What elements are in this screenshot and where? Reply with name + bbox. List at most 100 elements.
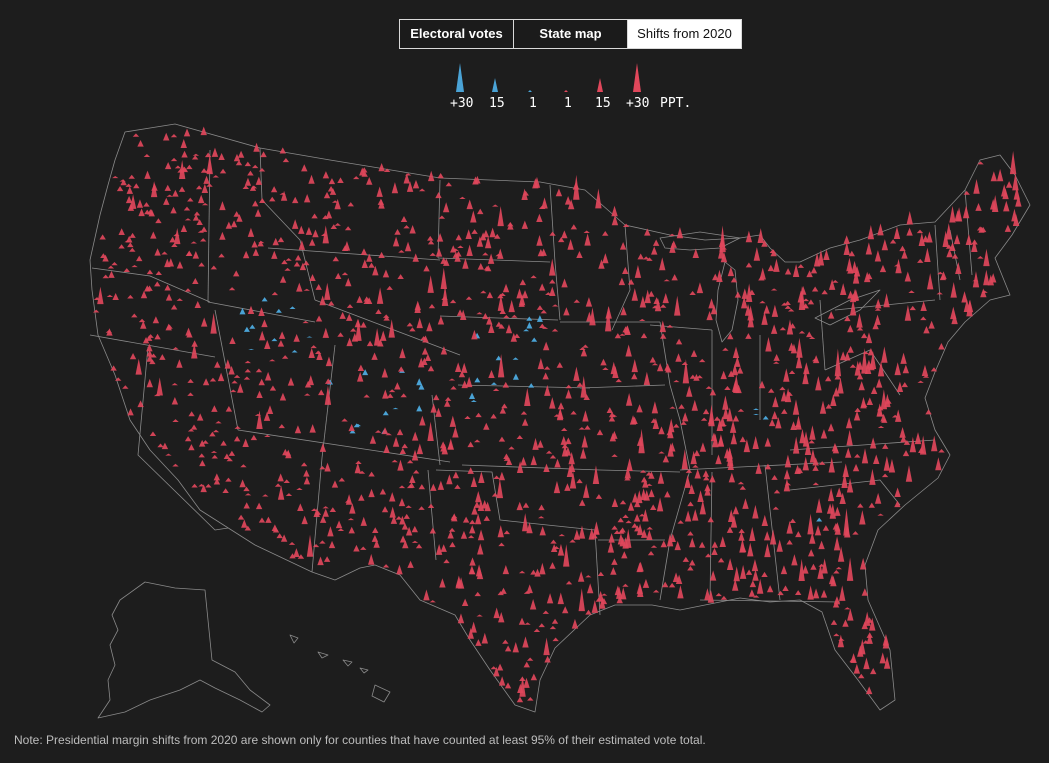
rep-shift-spike (585, 297, 593, 307)
rep-shift-spike (846, 429, 853, 446)
dem-shift-spike (306, 336, 313, 338)
rep-shift-spike (93, 297, 101, 301)
rep-shift-spike (252, 248, 260, 256)
rep-shift-spike (781, 408, 788, 414)
rep-shift-spike (845, 447, 852, 458)
tab-electoral-votes[interactable]: Electoral votes (399, 19, 514, 49)
rep-shift-spike (636, 523, 644, 536)
rep-shift-spike (386, 285, 393, 290)
rep-shift-spike (865, 332, 873, 344)
rep-shift-spike (773, 353, 780, 361)
rep-shift-spike (556, 362, 563, 368)
rep-shift-spike (478, 471, 485, 483)
rep-shift-spike (449, 415, 457, 427)
tab-shifts-from-2020[interactable]: Shifts from 2020 (628, 19, 742, 49)
rep-shift-spike (508, 446, 515, 450)
rep-shift-spike (335, 520, 343, 529)
rep-shift-spike (257, 240, 264, 247)
rep-shift-spike (283, 479, 290, 484)
rep-shift-spike (906, 211, 913, 225)
rep-shift-spike (830, 394, 837, 407)
rep-shift-spike (171, 383, 178, 386)
rep-shift-spike (467, 467, 474, 474)
rep-shift-spike (979, 226, 987, 233)
rep-shift-spike (447, 438, 454, 450)
rep-shift-spike (493, 475, 500, 480)
rep-shift-spike (849, 657, 856, 663)
rep-shift-spike (747, 542, 754, 557)
rep-shift-spike (617, 533, 625, 545)
rep-shift-spike (745, 262, 753, 268)
rep-shift-spike (736, 366, 744, 374)
rep-shift-spike (304, 393, 311, 396)
rep-shift-spike (191, 340, 198, 347)
rep-shift-spike (811, 286, 819, 292)
rep-shift-spike (235, 160, 243, 166)
rep-shift-spike (926, 231, 933, 243)
rep-shift-spike (796, 467, 804, 474)
dem-shift-spike (239, 307, 246, 315)
tab-state-map[interactable]: State map (514, 19, 628, 49)
rep-shift-spike (242, 185, 249, 189)
legend-label-rep-1: 1 (564, 96, 572, 111)
rep-shift-spike (519, 279, 527, 286)
rep-shift-spike (215, 421, 222, 424)
rep-shift-spike (318, 389, 325, 396)
rep-shift-spike (126, 235, 133, 243)
rep-shift-spike (322, 171, 330, 179)
rep-shift-spike (877, 425, 885, 428)
rep-shift-spike (644, 289, 651, 304)
rep-shift-spike (707, 516, 714, 523)
rep-shift-spike (704, 588, 711, 601)
rep-shift-spike (165, 293, 173, 301)
rep-shift-spike (542, 372, 549, 380)
rep-shift-spike (694, 468, 701, 479)
rep-shift-spike (819, 400, 827, 414)
rep-shift-spike (642, 578, 650, 588)
rep-shift-spike (190, 241, 197, 244)
rep-shift-spike (454, 484, 461, 489)
rep-shift-spike (768, 388, 775, 393)
rep-shift-spike (802, 565, 809, 574)
rep-shift-spike (329, 507, 337, 512)
rep-shift-spike (161, 251, 168, 255)
rep-shift-spike (808, 439, 815, 444)
rep-shift-spike (191, 155, 199, 160)
rep-shift-spike (747, 305, 754, 321)
rep-shift-spike (247, 305, 255, 315)
rep-shift-spike (810, 266, 818, 274)
rep-shift-spike (523, 591, 531, 594)
rep-shift-spike (991, 195, 999, 213)
rep-shift-spike (853, 410, 861, 421)
rep-shift-spike (129, 352, 137, 360)
rep-shift-spike (702, 408, 710, 415)
rep-shift-spike (779, 386, 786, 391)
rep-shift-spike (493, 666, 500, 677)
rep-shift-spike (745, 230, 753, 243)
rep-shift-spike (611, 215, 619, 226)
rep-shift-spike (363, 299, 370, 305)
rep-shift-spike (170, 157, 178, 162)
rep-shift-spike (482, 252, 489, 256)
rep-shift-spike (522, 636, 529, 648)
rep-shift-spike (799, 428, 806, 444)
rep-shift-spike (537, 516, 545, 519)
rep-shift-spike (125, 195, 133, 204)
rep-shift-spike (390, 515, 398, 524)
rep-shift-spike (383, 444, 390, 454)
rep-shift-spike (597, 590, 604, 601)
wa-id-border (207, 149, 211, 303)
rep-shift-spike (282, 157, 290, 163)
rep-shift-spike (499, 292, 506, 297)
dem-shift-spike (416, 405, 423, 412)
rep-shift-spike (693, 449, 701, 457)
legend-label-rep-30: +30 (626, 96, 650, 111)
rep-shift-spike (796, 337, 803, 358)
rep-shift-spike (922, 375, 930, 378)
rep-shift-spike (771, 304, 779, 317)
rep-shift-spike (297, 503, 304, 511)
rep-shift-spike (579, 499, 586, 506)
rep-shift-spike (173, 233, 180, 237)
rep-shift-spike (732, 415, 740, 422)
